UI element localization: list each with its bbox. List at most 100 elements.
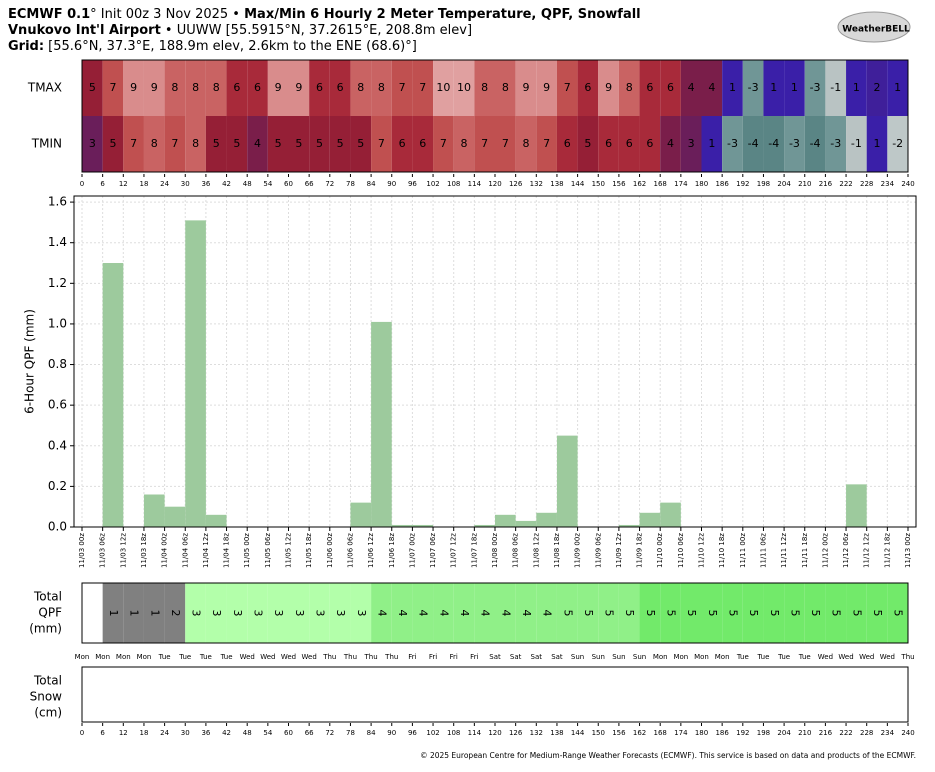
x-tick-label: 174 [674, 180, 688, 188]
x-tick-label: 11/09 18z [636, 533, 644, 568]
x-tick-label: 54 [263, 180, 272, 188]
cell-label: 6 [337, 81, 344, 94]
heat-cell [680, 60, 702, 116]
strip-cell [391, 583, 413, 643]
cell-label: 6 [419, 137, 426, 150]
x-tick-label: 11/10 06z [677, 533, 685, 568]
heat-cell [205, 60, 227, 116]
cell-label: 9 [522, 81, 529, 94]
x-tick-label: 180 [695, 180, 708, 188]
day-label: Sun [592, 653, 605, 661]
y-tick-label: 1.4 [48, 235, 67, 249]
heat-cell [495, 116, 516, 172]
x-tick-label: 156 [612, 180, 626, 188]
x-tick-label: 11/03 06z [99, 533, 107, 568]
cell-label: 5 [685, 610, 698, 617]
x-tick-label: 102 [426, 729, 439, 737]
strip-cell [866, 583, 888, 643]
day-label: Mon [75, 653, 90, 661]
cell-label: 10 [436, 81, 450, 94]
y-tick-label: 0.2 [48, 479, 67, 493]
x-tick-label: 216 [819, 180, 833, 188]
strip-border [81, 666, 909, 723]
cell-label: -1 [851, 137, 862, 150]
heat-cell [226, 116, 248, 172]
cell-label: 5 [665, 610, 678, 617]
cell-label: 8 [151, 137, 158, 150]
y-tick-label: 0.4 [48, 438, 67, 452]
day-label: Sun [612, 653, 625, 661]
x-tick-label: 11/11 12z [780, 533, 788, 568]
heat-cell [577, 60, 599, 116]
y-tick-label: 1.6 [48, 195, 67, 209]
day-label: Fri [429, 653, 437, 661]
cell-label: 4 [667, 137, 674, 150]
day-label: Tue [178, 653, 191, 661]
bar [536, 512, 557, 527]
cell-label: -4 [810, 137, 821, 150]
strip-cell [433, 583, 454, 643]
heat-cell [205, 116, 227, 172]
cell-label: 8 [481, 81, 488, 94]
y-tick-label: 0.8 [48, 357, 67, 371]
x-tick-label: 11/08 06z [512, 533, 520, 568]
cell-label: 5 [850, 610, 863, 617]
cell-label: 5 [561, 610, 574, 617]
cell-label: 3 [190, 610, 203, 617]
strip-border [81, 582, 909, 644]
cell-label: 8 [171, 81, 178, 94]
cell-label: 4 [254, 137, 261, 150]
day-label: Tue [736, 653, 749, 661]
x-tick-label: 24 [160, 180, 169, 188]
cell-label: 1 [894, 81, 901, 94]
bar [371, 321, 392, 527]
cell-label: 8 [378, 81, 385, 94]
cell-label: 5 [706, 610, 719, 617]
heat-cell [453, 60, 475, 116]
x-tick-label: 11/10 18z [718, 533, 726, 568]
x-tick-label: 198 [757, 729, 770, 737]
cell-label: 5 [89, 81, 96, 94]
heat-cell [701, 60, 723, 116]
x-tick-label: 138 [550, 180, 563, 188]
cell-label: 8 [522, 137, 529, 150]
cell-label: 1 [708, 137, 715, 150]
heat-cell [763, 116, 785, 172]
heat-cell [556, 116, 578, 172]
strip-cell [742, 583, 764, 643]
heat-cell [804, 116, 826, 172]
cell-label: 1 [729, 81, 736, 94]
x-tick-label: 210 [798, 180, 811, 188]
heat-cell [887, 116, 908, 172]
heat-cell [536, 116, 557, 172]
heat-cell [102, 60, 124, 116]
cell-label: 5 [357, 137, 364, 150]
heat-cell [742, 116, 764, 172]
cell-label: 7 [171, 137, 178, 150]
cell-label: 5 [871, 610, 884, 617]
x-tick-label: 90 [387, 180, 396, 188]
heat-cell [185, 116, 206, 172]
cell-label: 5 [788, 610, 801, 617]
cell-label: 7 [109, 81, 116, 94]
heat-cell [164, 116, 186, 172]
strip-cell [577, 583, 599, 643]
heat-cell [784, 60, 805, 116]
heat-cell [102, 116, 124, 172]
strip-cell [763, 583, 785, 643]
x-tick-label: 78 [346, 729, 355, 737]
heat-cell [618, 60, 640, 116]
heat-cell [226, 60, 248, 116]
x-tick-label: 11/09 12z [615, 533, 623, 568]
cell-label: 2 [169, 610, 182, 617]
day-label: Tue [158, 653, 171, 661]
cell-label: 5 [603, 610, 616, 617]
heat-cell [866, 60, 888, 116]
x-tick-label: 11/12 12z [863, 533, 871, 568]
cell-label: 7 [419, 81, 426, 94]
strip-cell [536, 583, 557, 643]
cell-label: 5 [109, 137, 116, 150]
strip-cell [846, 583, 867, 643]
cell-label: 7 [130, 137, 137, 150]
heat-cell [846, 116, 867, 172]
